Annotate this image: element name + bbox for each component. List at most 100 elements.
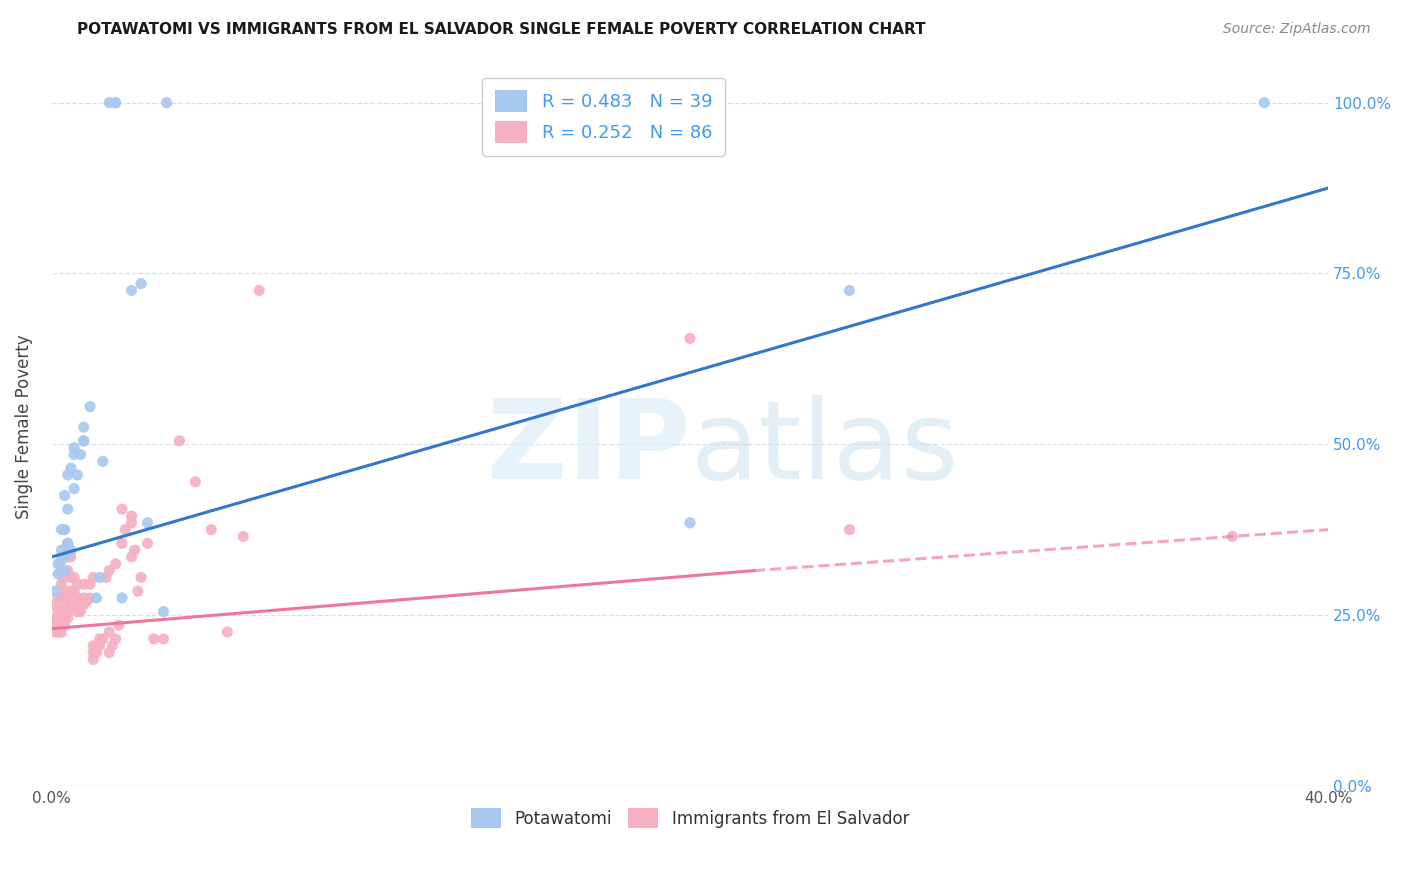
Point bbox=[66, 591, 89, 605]
Point bbox=[82, 570, 104, 584]
Point bbox=[51, 611, 73, 625]
Point bbox=[114, 523, 136, 537]
Point bbox=[44, 598, 66, 612]
Point bbox=[46, 567, 69, 582]
Point bbox=[63, 591, 86, 605]
Point bbox=[53, 549, 76, 564]
Point bbox=[111, 536, 134, 550]
Point bbox=[679, 331, 702, 345]
Point bbox=[53, 564, 76, 578]
Point bbox=[89, 639, 111, 653]
Point bbox=[91, 454, 114, 468]
Point bbox=[59, 543, 82, 558]
Y-axis label: Single Female Poverty: Single Female Poverty bbox=[15, 334, 32, 519]
Point bbox=[121, 284, 143, 298]
Point bbox=[111, 591, 134, 605]
Point bbox=[51, 625, 73, 640]
Point bbox=[86, 646, 108, 660]
Point bbox=[53, 598, 76, 612]
Point bbox=[79, 577, 101, 591]
Point bbox=[53, 611, 76, 625]
Point bbox=[56, 502, 79, 516]
Point bbox=[53, 605, 76, 619]
Point bbox=[127, 584, 149, 599]
Point bbox=[73, 434, 96, 448]
Point bbox=[838, 284, 860, 298]
Point bbox=[152, 632, 174, 646]
Point bbox=[76, 594, 98, 608]
Point bbox=[247, 284, 270, 298]
Point bbox=[69, 598, 91, 612]
Point bbox=[51, 591, 73, 605]
Point bbox=[51, 543, 73, 558]
Point bbox=[56, 547, 79, 561]
Point bbox=[136, 536, 159, 550]
Point bbox=[232, 529, 254, 543]
Point bbox=[73, 434, 96, 448]
Point bbox=[82, 652, 104, 666]
Point bbox=[89, 632, 111, 646]
Point bbox=[217, 625, 239, 640]
Point bbox=[82, 639, 104, 653]
Point bbox=[82, 646, 104, 660]
Point bbox=[63, 570, 86, 584]
Point bbox=[56, 605, 79, 619]
Point bbox=[56, 467, 79, 482]
Point bbox=[53, 584, 76, 599]
Point bbox=[73, 598, 96, 612]
Point bbox=[200, 523, 222, 537]
Text: Source: ZipAtlas.com: Source: ZipAtlas.com bbox=[1223, 22, 1371, 37]
Text: atlas: atlas bbox=[690, 395, 959, 502]
Point bbox=[44, 618, 66, 632]
Point bbox=[56, 611, 79, 625]
Point bbox=[44, 611, 66, 625]
Point bbox=[104, 95, 127, 110]
Point bbox=[59, 598, 82, 612]
Point bbox=[51, 577, 73, 591]
Point bbox=[1253, 95, 1275, 110]
Point bbox=[73, 577, 96, 591]
Point bbox=[94, 570, 117, 584]
Point bbox=[142, 632, 165, 646]
Point bbox=[104, 632, 127, 646]
Point bbox=[79, 591, 101, 605]
Point bbox=[44, 625, 66, 640]
Point bbox=[66, 467, 89, 482]
Point bbox=[46, 557, 69, 571]
Point bbox=[98, 95, 121, 110]
Point bbox=[98, 625, 121, 640]
Point bbox=[101, 639, 124, 653]
Point bbox=[46, 611, 69, 625]
Point bbox=[69, 605, 91, 619]
Point bbox=[63, 448, 86, 462]
Point bbox=[679, 516, 702, 530]
Point bbox=[169, 434, 191, 448]
Point bbox=[53, 618, 76, 632]
Legend: Potawatomi, Immigrants from El Salvador: Potawatomi, Immigrants from El Salvador bbox=[464, 801, 915, 835]
Point bbox=[104, 557, 127, 571]
Point bbox=[63, 441, 86, 455]
Point bbox=[121, 549, 143, 564]
Point bbox=[46, 625, 69, 640]
Point bbox=[98, 564, 121, 578]
Point bbox=[79, 400, 101, 414]
Point bbox=[56, 536, 79, 550]
Point bbox=[51, 564, 73, 578]
Point bbox=[838, 523, 860, 537]
Point bbox=[124, 543, 146, 558]
Point bbox=[59, 584, 82, 599]
Point bbox=[129, 277, 152, 291]
Point bbox=[98, 646, 121, 660]
Point bbox=[44, 584, 66, 599]
Point bbox=[66, 577, 89, 591]
Point bbox=[104, 95, 127, 110]
Point bbox=[156, 95, 179, 110]
Point bbox=[51, 553, 73, 567]
Point bbox=[111, 502, 134, 516]
Point bbox=[107, 618, 129, 632]
Text: POTAWATOMI VS IMMIGRANTS FROM EL SALVADOR SINGLE FEMALE POVERTY CORRELATION CHAR: POTAWATOMI VS IMMIGRANTS FROM EL SALVADO… bbox=[77, 22, 927, 37]
Point bbox=[152, 605, 174, 619]
Point bbox=[89, 570, 111, 584]
Point bbox=[59, 570, 82, 584]
Point bbox=[63, 584, 86, 599]
